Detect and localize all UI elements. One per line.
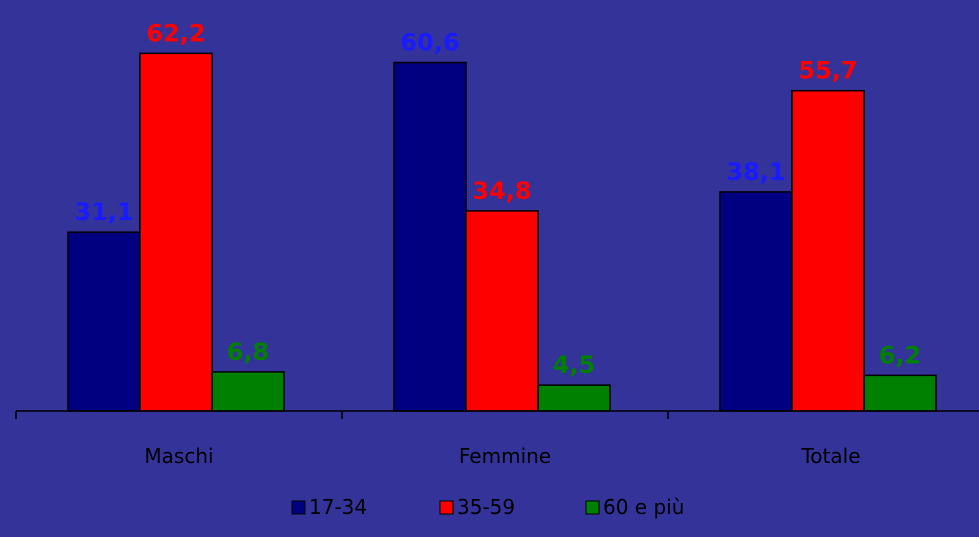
bar-maschi-1 bbox=[67, 231, 141, 412]
bar-totale-1 bbox=[719, 191, 793, 412]
legend-swatch bbox=[585, 500, 600, 515]
value-label: 31,1 bbox=[74, 198, 133, 226]
legend-swatch bbox=[439, 500, 454, 515]
x-axis bbox=[15, 410, 979, 419]
value-label: 60,6 bbox=[400, 29, 459, 57]
value-label: 6,8 bbox=[227, 338, 270, 366]
legend-label: 35-59 bbox=[457, 495, 515, 519]
legend-label: 60 e più bbox=[603, 495, 684, 519]
bar-femmine-1 bbox=[393, 61, 467, 412]
category-label: Femmine bbox=[459, 444, 551, 468]
bar-totale-3 bbox=[863, 374, 937, 412]
legend-swatch bbox=[291, 500, 306, 515]
value-label: 55,7 bbox=[798, 57, 857, 85]
category-label: Maschi bbox=[144, 444, 213, 468]
category-label: Totale bbox=[800, 444, 860, 468]
category-labels-layer: Maschi Femmine Totale bbox=[144, 444, 860, 468]
bar-femmine-2 bbox=[465, 210, 539, 412]
bar-maschi-2 bbox=[139, 52, 213, 412]
bars-layer bbox=[67, 52, 937, 412]
legend: 17-34 35-59 60 e più bbox=[291, 495, 684, 519]
value-label: 6,2 bbox=[879, 341, 922, 369]
value-label: 34,8 bbox=[472, 177, 531, 205]
bar-totale-2 bbox=[791, 89, 865, 412]
value-label: 62,2 bbox=[146, 19, 205, 47]
value-label: 4,5 bbox=[553, 351, 596, 379]
value-labels-layer: 31,1 62,2 6,8 60,6 34,8 4,5 38,1 55,7 6,2 bbox=[74, 19, 921, 379]
bar-maschi-3 bbox=[211, 371, 285, 412]
value-label: 38,1 bbox=[726, 158, 785, 186]
legend-label: 17-34 bbox=[309, 495, 367, 519]
bar-femmine-3 bbox=[537, 384, 611, 412]
